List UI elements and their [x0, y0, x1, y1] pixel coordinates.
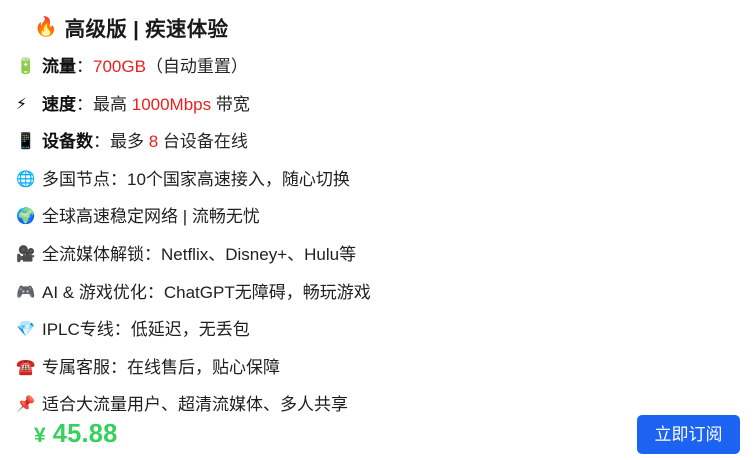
fire-icon: 🔥 — [34, 16, 58, 38]
feature-separator: ： — [76, 94, 93, 114]
feature-text: 多国节点：10个国家高速接入，随心切换 — [42, 170, 350, 190]
feature-text: 流量：700GB（自动重置） — [42, 57, 248, 77]
feature-text: 专属客服：在线售后，贴心保障 — [42, 358, 280, 378]
feature-row: 🌍 全球高速稳定网络 | 流畅无忧 — [16, 198, 740, 236]
game-controller-icon: 🎮 — [16, 283, 36, 301]
feature-text: 速度：最高 1000Mbps 带宽 — [42, 95, 250, 115]
feature-text: 全球高速稳定网络 | 流畅无忧 — [42, 207, 260, 227]
feature-prefix: 最多 — [110, 132, 149, 152]
feature-value: 1000Mbps — [131, 94, 212, 114]
feature-suffix: （自动重置） — [145, 57, 248, 77]
telephone-icon: ☎️ — [16, 358, 36, 376]
feature-description: 适合大流量用户、超清流媒体、多人共享 — [42, 395, 348, 415]
feature-text: 设备数：最多 8 台设备在线 — [42, 132, 248, 152]
price-block: ¥ 45.88 — [34, 420, 118, 449]
feature-label: 设备数 — [42, 132, 93, 152]
feature-text: AI & 游戏优化：ChatGPT无障碍，畅玩游戏 — [42, 283, 371, 303]
battery-icon: 🔋 — [16, 58, 36, 76]
pushpin-icon: 📌 — [16, 396, 36, 414]
feature-row: ☎️ 专属客服：在线售后，贴心保障 — [16, 349, 740, 387]
earth-globe-icon: 🌍 — [16, 208, 36, 226]
feature-description: AI & 游戏优化：ChatGPT无障碍，畅玩游戏 — [42, 282, 371, 302]
feature-value: 700GB — [93, 57, 146, 77]
feature-suffix: 带宽 — [211, 94, 250, 114]
feature-row: 🎥 全流媒体解锁：Netflix、Disney+、Hulu等 — [16, 236, 740, 274]
feature-row: 🌐 多国节点：10个国家高速接入，随心切换 — [16, 161, 740, 199]
footer-bar: ¥ 45.88 立即订阅 — [16, 408, 740, 460]
feature-suffix: 台设备在线 — [158, 132, 248, 152]
gem-stone-icon: 💎 — [16, 321, 36, 339]
feature-separator: ： — [76, 57, 93, 77]
feature-label: 速度 — [42, 94, 76, 114]
mobile-phone-icon: 📱 — [16, 133, 36, 151]
feature-description: 全流媒体解锁：Netflix、Disney+、Hulu等 — [42, 244, 357, 264]
price-amount: 45.88 — [52, 419, 118, 448]
high-voltage-icon: ⚡ — [16, 95, 27, 113]
feature-text: IPLC专线：低延迟，无丢包 — [42, 320, 250, 340]
feature-row: 💎 IPLC专线：低延迟，无丢包 — [16, 311, 740, 349]
feature-value: 8 — [148, 132, 159, 152]
feature-row: 📌 适合大流量用户、超清流媒体、多人共享 — [16, 386, 740, 424]
feature-description: 专属客服：在线售后，贴心保障 — [42, 357, 280, 377]
page-title: 高级版 | 疾速体验 — [64, 18, 229, 41]
feature-row: 🎮 AI & 游戏优化：ChatGPT无障碍，畅玩游戏 — [16, 274, 740, 312]
feature-list: 🔋 流量：700GB（自动重置） ⚡ 速度：最高 1000Mbps 带宽 📱 设备数：最多… — [16, 48, 740, 424]
plan-title-row: 🔥 高级版 | 疾速体验 — [34, 10, 740, 44]
feature-description: IPLC专线：低延迟，无丢包 — [42, 320, 250, 340]
feature-row: ⚡ 速度：最高 1000Mbps 带宽 — [16, 86, 740, 124]
feature-separator: ： — [93, 132, 110, 152]
movie-camera-icon: 🎥 — [16, 246, 36, 264]
feature-description: 多国节点：10个国家高速接入，随心切换 — [42, 169, 350, 189]
feature-row: 📱 设备数：最多 8 台设备在线 — [16, 123, 740, 161]
feature-prefix: 最高 — [93, 94, 132, 114]
feature-label: 流量 — [42, 57, 76, 77]
feature-description: 全球高速稳定网络 | 流畅无忧 — [42, 207, 260, 227]
feature-row: 🔋 流量：700GB（自动重置） — [16, 48, 740, 86]
currency-symbol: ¥ — [34, 423, 46, 447]
feature-text: 全流媒体解锁：Netflix、Disney+、Hulu等 — [42, 245, 356, 265]
subscribe-button[interactable]: 立即订阅 — [637, 414, 740, 454]
feature-text: 适合大流量用户、超清流媒体、多人共享 — [42, 395, 348, 415]
globe-meridians-icon: 🌐 — [16, 170, 36, 188]
